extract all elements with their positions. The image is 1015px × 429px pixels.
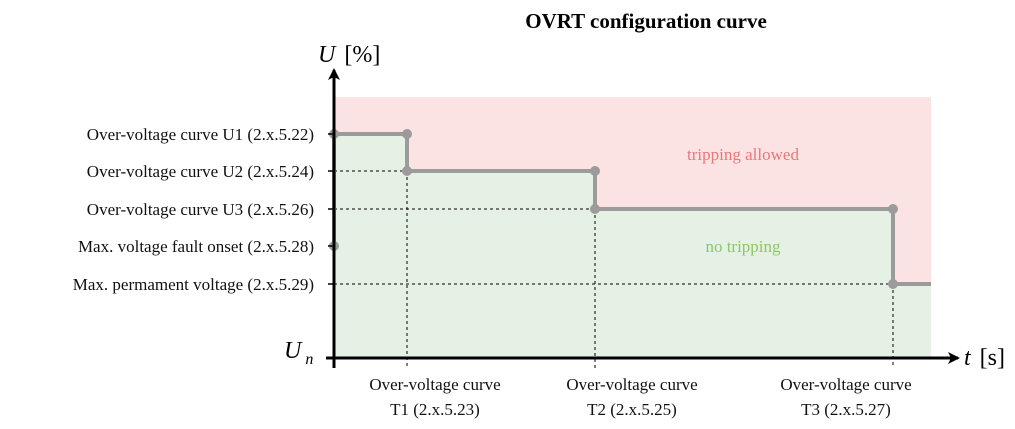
x-axis-label: t [s] bbox=[964, 345, 1005, 371]
x-axis-unit: [s] bbox=[980, 345, 1005, 371]
guide-lines bbox=[334, 170, 894, 368]
label-u3: Over-voltage curve U3 (2.x.5.26) bbox=[87, 200, 314, 219]
label-fault-onset: Max. voltage fault onset (2.x.5.28) bbox=[78, 237, 314, 256]
label-u1: Over-voltage curve U1 (2.x.5.22) bbox=[87, 125, 314, 144]
label-t3-line1: Over-voltage curve bbox=[780, 375, 911, 394]
no-tripping-zone bbox=[334, 134, 931, 358]
point-t1-u2 bbox=[402, 166, 412, 176]
point-t1-u1 bbox=[402, 129, 412, 139]
label-t1-line1: Over-voltage curve bbox=[369, 375, 500, 394]
label-u2: Over-voltage curve U2 (2.x.5.24) bbox=[87, 162, 314, 181]
point-t2-u3 bbox=[590, 204, 600, 214]
label-t3-line2: T3 (2.x.5.27) bbox=[801, 400, 891, 419]
label-t1-line2: T1 (2.x.5.23) bbox=[390, 400, 480, 419]
point-t3-u3 bbox=[888, 204, 898, 214]
origin-subscript: n bbox=[305, 351, 313, 368]
y-axis-symbol: U bbox=[318, 42, 337, 68]
x-level-labels: Over-voltage curve T1 (2.x.5.23) Over-vo… bbox=[369, 375, 911, 419]
y-axis-unit: [%] bbox=[344, 42, 380, 68]
diagram-title: OVRT configuration curve bbox=[525, 9, 767, 33]
x-axis-symbol: t bbox=[964, 345, 972, 371]
point-t2-u2 bbox=[590, 166, 600, 176]
label-t2-line2: T2 (2.x.5.25) bbox=[587, 400, 677, 419]
y-axis-label: U [%] bbox=[318, 42, 380, 68]
label-t2-line1: Over-voltage curve bbox=[566, 375, 697, 394]
curve-points bbox=[329, 129, 898, 289]
y-level-labels: Over-voltage curve U1 (2.x.5.22) Over-vo… bbox=[73, 125, 314, 294]
no-tripping-label: no tripping bbox=[705, 237, 781, 256]
origin-label: U n bbox=[284, 338, 313, 368]
origin-symbol: U bbox=[284, 338, 303, 364]
tripping-allowed-label: tripping allowed bbox=[687, 145, 799, 164]
point-t3-perm bbox=[888, 279, 898, 289]
y-ticks bbox=[328, 133, 334, 285]
label-permanent: Max. permament voltage (2.x.5.29) bbox=[73, 275, 314, 294]
